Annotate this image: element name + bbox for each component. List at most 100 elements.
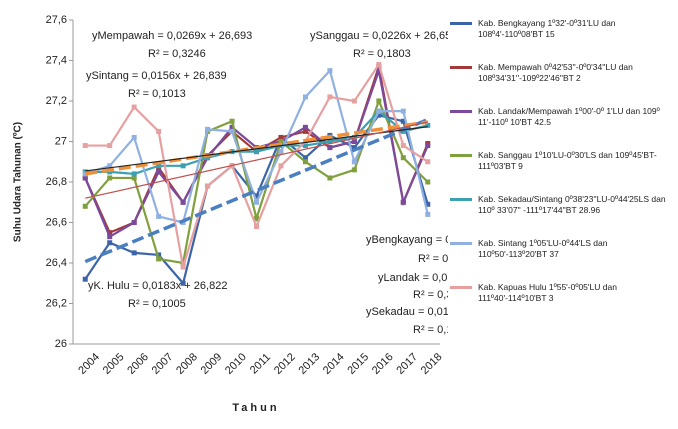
point bbox=[156, 252, 162, 258]
point bbox=[180, 163, 186, 169]
point bbox=[131, 220, 137, 225]
point bbox=[302, 143, 308, 149]
point bbox=[205, 155, 211, 161]
plot: Suhu Udara Tahunan (ºC) Tahun 26 26,2 26,4… bbox=[13, 14, 531, 414]
annotation: R² = 0,3246 bbox=[148, 48, 206, 60]
point bbox=[376, 98, 382, 104]
x-tick-label: 2008 bbox=[174, 351, 200, 377]
x-tick-label: 2014 bbox=[321, 351, 347, 377]
legend-swatch bbox=[450, 286, 472, 289]
point bbox=[107, 175, 113, 181]
point bbox=[156, 169, 162, 175]
legend-item: Kab. Sanggau 1º10'LU-0º30'LS dan 109º45'… bbox=[450, 150, 674, 194]
point bbox=[229, 128, 235, 134]
point bbox=[376, 112, 382, 118]
point bbox=[327, 139, 333, 144]
point bbox=[131, 250, 137, 256]
point bbox=[254, 224, 259, 230]
point bbox=[82, 171, 88, 177]
x-tick-label: 2010 bbox=[223, 351, 249, 377]
legend-item: Kab. Mempawah 0º42'53''-0º0'34''LU dan 1… bbox=[450, 62, 674, 106]
point bbox=[82, 143, 88, 149]
x-tick-label: 2018 bbox=[419, 351, 445, 377]
point bbox=[351, 98, 357, 104]
annotation: R² = 0,1013 bbox=[128, 88, 186, 100]
y-tick-label: 26,6 bbox=[46, 216, 67, 228]
point bbox=[425, 179, 431, 185]
point bbox=[131, 175, 137, 181]
point bbox=[107, 143, 113, 149]
point bbox=[400, 143, 406, 149]
point bbox=[131, 171, 137, 177]
annotation: yK. Hulu = 0,0183x + 26,822 bbox=[88, 280, 227, 292]
x-tick-label: 2005 bbox=[101, 351, 127, 377]
annotation: yMempawah = 0,0269x + 26,693 bbox=[92, 30, 252, 42]
point bbox=[302, 128, 308, 134]
point bbox=[327, 175, 333, 181]
point bbox=[327, 145, 333, 151]
point bbox=[205, 126, 211, 132]
point bbox=[180, 199, 186, 205]
x-tick-label: 2011 bbox=[248, 351, 273, 376]
point bbox=[278, 163, 284, 169]
x-tick-label: 2009 bbox=[199, 351, 225, 377]
point bbox=[131, 134, 137, 140]
x-tick-label: 2013 bbox=[296, 351, 322, 377]
annotation: ySintang = 0,0156x + 26,839 bbox=[86, 70, 227, 82]
annotation: R² = 0,1005 bbox=[128, 298, 186, 310]
trendline bbox=[84, 117, 429, 264]
legend-item: Kab. Sintang 1º05'LU-0º44'LS dan 110º50'… bbox=[450, 238, 674, 282]
legend-item: Kab. Bengkayang 1º32'-0º31'LU dan 108º4'… bbox=[450, 18, 674, 62]
point bbox=[107, 234, 113, 240]
point bbox=[351, 167, 357, 173]
point bbox=[425, 143, 431, 149]
legend-label: Kab. Mempawah 0º42'53''-0º0'34''LU dan 1… bbox=[478, 62, 633, 83]
legend-item: Kab. Landak/Mempawah 1º00'-0º 1'LU dan 1… bbox=[450, 106, 674, 150]
point bbox=[107, 240, 113, 246]
point bbox=[302, 94, 308, 100]
point bbox=[254, 193, 259, 199]
y-tick-label: 27,2 bbox=[46, 95, 67, 107]
annotation: ySanggau = 0,0226x + 26,659 bbox=[310, 30, 448, 42]
point bbox=[229, 124, 235, 130]
point bbox=[156, 128, 162, 134]
point bbox=[425, 211, 431, 217]
legend-label: Kab. Bengkayang 1º32'-0º31'LU dan 108º4'… bbox=[478, 18, 616, 39]
point bbox=[278, 139, 284, 144]
x-tick-label: 2006 bbox=[125, 351, 151, 377]
annotation: R² = 0,1803 bbox=[353, 48, 411, 60]
point bbox=[180, 264, 186, 270]
point bbox=[400, 108, 406, 114]
legend-label: Kab. Sekadau/Sintang 0º38'23''LU-0º44'25… bbox=[478, 194, 666, 215]
legend-swatch bbox=[450, 22, 472, 25]
point bbox=[351, 134, 357, 140]
legend-label: Kab. Kapuas Hulu 1º55'-0º05'LU dan 111º4… bbox=[478, 282, 617, 303]
legend-label: Kab. Landak/Mempawah 1º00'-0º 1'LU dan 1… bbox=[478, 106, 660, 127]
y-tick-label: 26,4 bbox=[46, 257, 67, 269]
x-tick-label: 2016 bbox=[370, 351, 396, 377]
legend-swatch bbox=[450, 66, 472, 69]
annotation: ySekadau = 0,0156x + 26,839 bbox=[366, 306, 448, 318]
legend-swatch bbox=[450, 154, 472, 157]
point bbox=[254, 215, 259, 221]
annotation: yLandak = 0,0269x + 26,693 bbox=[378, 272, 448, 284]
point bbox=[351, 159, 357, 165]
point bbox=[376, 62, 382, 68]
y-axis-title: Suhu Udara Tahunan (ºC) bbox=[13, 122, 24, 242]
x-tick-label: 2012 bbox=[272, 351, 298, 377]
point bbox=[302, 155, 308, 161]
point bbox=[156, 213, 162, 219]
point bbox=[156, 256, 162, 262]
x-tick-label: 2017 bbox=[394, 351, 420, 377]
point bbox=[425, 201, 431, 207]
point bbox=[400, 155, 406, 161]
legend-item: Kab. Sekadau/Sintang 0º38'23''LU-0º44'25… bbox=[450, 194, 674, 238]
annotation: R² = 0,612 bbox=[418, 253, 448, 265]
y-tick-label: 26,8 bbox=[46, 176, 67, 188]
y-tick-label: 26,2 bbox=[46, 297, 67, 309]
point bbox=[376, 68, 382, 74]
point bbox=[351, 145, 357, 151]
y-tick-label: 27,4 bbox=[46, 54, 67, 66]
y-tick-label: 27 bbox=[55, 135, 67, 147]
